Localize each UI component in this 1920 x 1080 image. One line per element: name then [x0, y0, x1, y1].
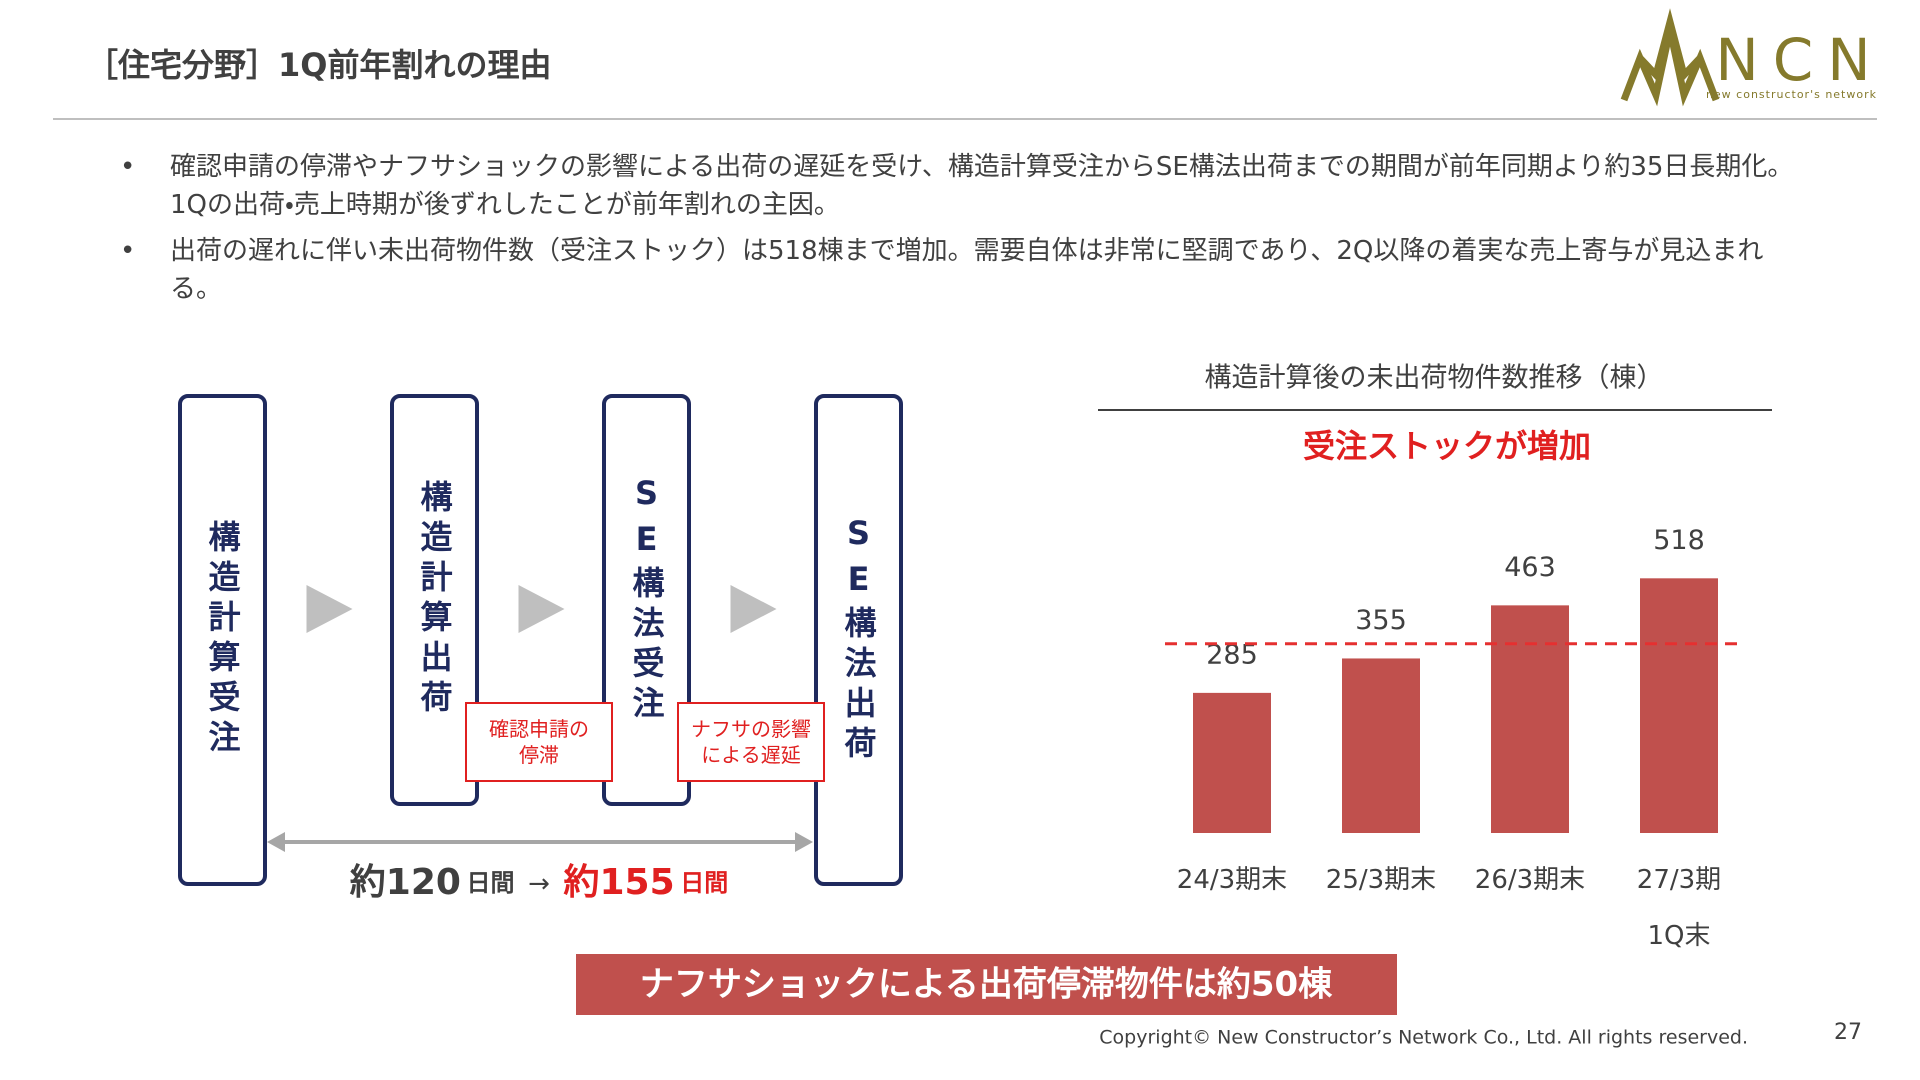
x-tick-label: 24/3期末	[1176, 865, 1288, 895]
duration-arrowhead	[795, 832, 813, 852]
value-label: 355	[1355, 605, 1407, 636]
flow-step-label: 構造計算受注	[203, 520, 242, 760]
delay-cause: ナフサの影響 による遅延	[677, 702, 825, 782]
banner-background	[576, 954, 1397, 1015]
value-label: 463	[1504, 552, 1556, 583]
flow-step: 構造計算受注	[178, 394, 267, 886]
bullet: 確認申請の停滞やナフサショックの影響による出荷の遅延を受け、構造計算受注からSE…	[120, 148, 1810, 224]
duration-arrowhead	[267, 832, 285, 852]
bar	[1342, 658, 1420, 833]
duration-after: 約155	[563, 862, 674, 903]
chart-title: 構造計算後の未出荷物件数推移（棟）	[1205, 363, 1664, 394]
delay-cause: 確認申請の 停滞	[465, 702, 613, 782]
logo-mark	[1620, 8, 1720, 107]
copyright: Copyright© New Constructor’s Network Co.…	[1099, 1027, 1748, 1049]
flow-arrow	[306, 585, 353, 633]
flow-arrow	[518, 585, 565, 633]
flow-step: SE構法出荷	[814, 394, 903, 886]
duration-before: 約120	[350, 862, 461, 903]
duration-unit: 日間	[680, 869, 728, 897]
bullet: 出荷の遅れに伴い未出荷物件数（受注ストック）は518棟まで増加。需要自体は非常に…	[120, 232, 1810, 308]
flow-step-label: SE構法受注	[627, 474, 666, 726]
flow-arrow	[730, 585, 777, 633]
flow-step-label: 構造計算出荷	[415, 480, 454, 720]
x-tick-label: 26/3期末	[1474, 865, 1586, 895]
bar	[1640, 578, 1718, 833]
bullet-list: 確認申請の停滞やナフサショックの影響による出荷の遅延を受け、構造計算受注からSE…	[120, 148, 1820, 316]
duration-arrow: →	[528, 869, 550, 899]
slide-title: ［住宅分野］1Q前年割れの理由	[86, 46, 552, 84]
bar	[1491, 605, 1569, 833]
x-tick-label: 27/3期 1Q末	[1636, 865, 1722, 951]
banner-text: ナフサショックによる出荷停滞物件は約50棟	[640, 965, 1333, 1005]
flow-step-label: SE構法出荷	[839, 514, 878, 766]
duration-text: 約120 日間 → 約155 日間	[350, 862, 728, 903]
value-label: 518	[1653, 525, 1705, 556]
chart-subtitle: 受注ストックが増加	[1303, 427, 1591, 465]
page-number: 27	[1834, 1020, 1862, 1045]
logo-name: NCN	[1715, 26, 1884, 94]
bar	[1193, 692, 1271, 833]
logo-tagline: new constructor's network	[1706, 88, 1877, 101]
flow-step: 構造計算出荷	[390, 394, 479, 806]
duration-unit: 日間	[467, 869, 515, 897]
x-tick-label: 25/3期末	[1325, 865, 1437, 895]
flow-step: SE構法受注	[602, 394, 691, 806]
